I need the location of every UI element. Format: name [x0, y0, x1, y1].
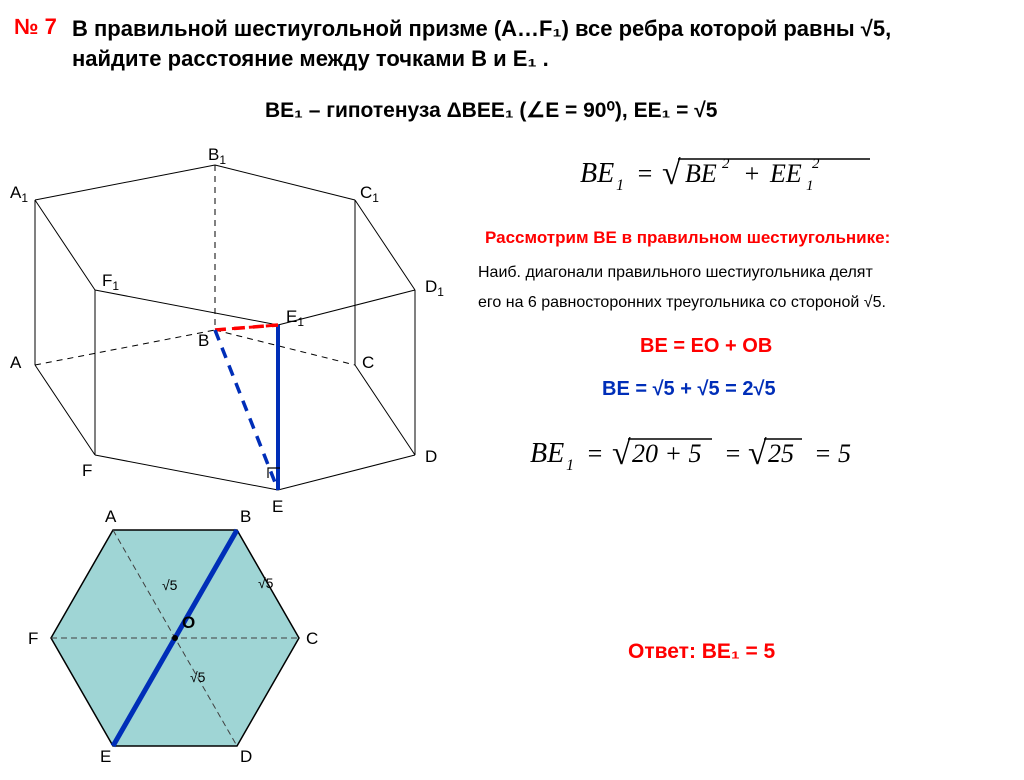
svg-text:+: +: [743, 159, 761, 188]
svg-text:= 5: = 5: [814, 439, 851, 468]
svg-text:BE: BE: [530, 438, 564, 469]
svg-text:A: A: [10, 353, 22, 372]
svg-text:B: B: [240, 507, 251, 526]
svg-text:E: E: [100, 747, 111, 766]
explain-line1: Наиб. диагонали правильного шестиугольни…: [478, 260, 873, 286]
section-heading: Рассмотрим ВЕ в правильном шестиугольник…: [485, 228, 890, 248]
svg-text:√: √: [612, 435, 631, 472]
svg-text:=: =: [636, 159, 654, 188]
answer: Ответ: ВЕ₁ = 5: [628, 640, 775, 664]
svg-text:√5: √5: [190, 669, 206, 685]
svg-text:20 + 5: 20 + 5: [632, 439, 702, 468]
svg-text:C: C: [306, 629, 318, 648]
svg-text:1: 1: [616, 177, 624, 194]
svg-text:O: O: [182, 613, 195, 632]
eq-red: ВЕ = ЕО + ОВ: [640, 335, 772, 358]
problem-line2: найдите расстояние между точками В и Е₁ …: [72, 44, 549, 74]
svg-text:A1: A1: [10, 183, 28, 205]
explain-line2: его на 6 равносторонних треугольника со …: [478, 290, 886, 316]
svg-text:D: D: [425, 447, 437, 466]
svg-text:D1: D1: [425, 277, 444, 299]
svg-text:F: F: [28, 629, 38, 648]
svg-text:1: 1: [806, 178, 814, 194]
svg-text:1: 1: [566, 457, 574, 474]
svg-text:F1: F1: [102, 271, 119, 293]
formula-be1: BE 1 = √ BE 2 + EE 1 2: [580, 150, 960, 207]
svg-text:B1: B1: [208, 145, 226, 167]
eq-blue: ВЕ = √5 + √5 = 2√5: [602, 378, 776, 401]
svg-text:F: F: [82, 461, 92, 480]
svg-text:=: =: [586, 439, 604, 468]
svg-text:B: B: [198, 331, 209, 350]
svg-text:E1: E1: [286, 307, 304, 329]
svg-text:A: A: [105, 507, 117, 526]
svg-text:D: D: [240, 747, 252, 766]
svg-text:C: C: [362, 353, 374, 372]
svg-text:2: 2: [722, 156, 730, 172]
svg-text:√: √: [748, 435, 767, 472]
svg-text:BE: BE: [580, 158, 614, 189]
hexagon-diagram: A B C D E F O √5 √5 √5: [10, 500, 370, 780]
formula-be1-result: BE 1 = √ 20 + 5 = √ 25 = 5: [530, 430, 950, 485]
svg-text:√: √: [662, 155, 681, 192]
problem-line1: В правильной шестиугольной призме (A…F₁)…: [72, 14, 891, 44]
svg-text:25: 25: [768, 439, 794, 468]
svg-text:2: 2: [812, 156, 820, 172]
svg-text:BE: BE: [685, 159, 717, 188]
svg-text:=: =: [724, 439, 742, 468]
svg-text:√5: √5: [258, 575, 274, 591]
svg-text:√5: √5: [162, 577, 178, 593]
hint-text: ВЕ₁ – гипотенуза ΔВЕЕ₁ (∠Е = 90⁰), ЕЕ₁ =…: [265, 98, 717, 123]
svg-text:EE: EE: [769, 159, 802, 188]
problem-number: № 7: [14, 14, 57, 40]
svg-text:C1: C1: [360, 183, 379, 205]
